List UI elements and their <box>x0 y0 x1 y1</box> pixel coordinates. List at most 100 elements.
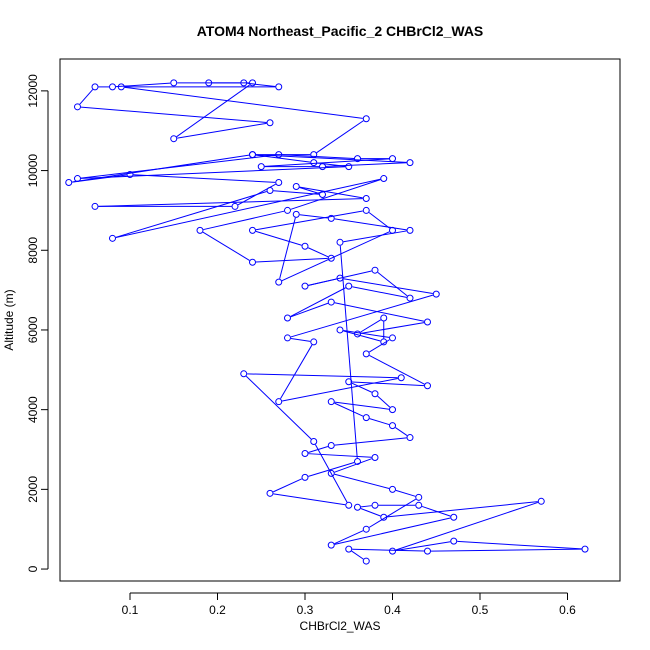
data-point <box>249 258 256 266</box>
x-axis: 0.1 0.2 0.3 0.4 0.5 0.6 <box>122 592 576 617</box>
data-point <box>380 175 388 183</box>
data-point <box>380 513 388 521</box>
data-point <box>415 493 423 501</box>
data-point <box>362 525 370 533</box>
data-point <box>406 294 414 302</box>
data-point <box>389 226 396 234</box>
series-segment <box>395 489 416 497</box>
series-segment <box>98 198 363 207</box>
series-segment <box>343 230 407 243</box>
data-point <box>362 115 370 123</box>
data-point <box>257 163 265 171</box>
data-point <box>389 485 396 493</box>
data-point <box>327 398 335 406</box>
y-tick-label: 2000 <box>26 476 40 503</box>
series-segment <box>352 381 425 387</box>
y-tick-label: 6000 <box>26 316 40 343</box>
x-tick-label: 0.2 <box>209 603 226 617</box>
series-segment <box>264 158 390 167</box>
data-point <box>240 79 248 87</box>
series-segment <box>280 344 313 399</box>
data-point <box>345 282 353 290</box>
data-point <box>266 489 274 497</box>
series-segment <box>314 444 348 503</box>
data-point <box>537 497 545 505</box>
data-point <box>406 434 414 442</box>
series-segment <box>282 377 398 402</box>
series-segment <box>334 401 390 410</box>
data-point <box>362 350 370 358</box>
data-point <box>345 378 353 386</box>
series-segment <box>115 82 171 88</box>
series-segment <box>360 508 381 517</box>
series-segment <box>308 453 372 458</box>
data-point <box>450 513 458 521</box>
data-point <box>275 151 283 159</box>
series-segment <box>176 84 250 138</box>
data-point <box>327 214 335 222</box>
data-point <box>284 206 291 214</box>
data-point <box>397 374 405 382</box>
data-point <box>336 274 344 282</box>
data-point <box>362 194 370 202</box>
series-segment <box>369 355 425 385</box>
series-segment <box>334 437 407 446</box>
series-segment <box>334 517 451 545</box>
data-point <box>424 318 431 326</box>
series-segment <box>368 339 390 353</box>
series-segment <box>352 548 425 552</box>
data-point <box>345 501 353 509</box>
series-segment <box>360 505 372 508</box>
series-segment <box>282 154 355 159</box>
data-point <box>310 159 318 167</box>
x-tick-label: 0.3 <box>297 603 314 617</box>
data-point <box>310 438 318 446</box>
data-point <box>231 202 239 210</box>
data-point <box>91 202 99 210</box>
data-point <box>117 83 125 91</box>
data-point <box>581 545 589 553</box>
series-segment <box>202 231 250 261</box>
series-segment <box>343 330 381 342</box>
data-point <box>389 155 396 163</box>
data-point <box>327 469 335 477</box>
series-segment <box>133 174 276 183</box>
data-point <box>126 171 134 179</box>
series-segment <box>279 217 296 279</box>
data-point <box>109 83 116 91</box>
series-segment <box>343 329 390 338</box>
x-axis-label: CHBrCl2_WAS <box>300 619 381 633</box>
plot-frame <box>59 58 621 582</box>
y-tick-label: 0 <box>26 565 40 572</box>
series-segment <box>352 286 407 298</box>
series-segment <box>299 214 328 219</box>
series-segment <box>115 191 267 238</box>
data-point <box>170 79 178 87</box>
series-segment <box>299 186 363 199</box>
y-axis: 0 2000 4000 6000 8000 10000 12000 <box>26 74 49 572</box>
data-point <box>354 330 361 338</box>
series-segment <box>247 82 276 87</box>
series-segment <box>334 402 364 417</box>
data-point <box>310 151 318 159</box>
data-point <box>371 390 379 398</box>
data-point <box>389 406 396 414</box>
series-segment <box>430 548 582 552</box>
data-point <box>424 382 431 390</box>
data-point <box>284 334 291 342</box>
series-segment <box>334 218 407 231</box>
series-segment <box>281 231 390 282</box>
data-point <box>284 314 291 322</box>
series-segment <box>457 540 582 550</box>
series-segment <box>255 210 363 231</box>
data-point <box>380 314 388 322</box>
series-segment <box>255 257 328 263</box>
data-point <box>249 151 256 159</box>
data-point <box>249 79 256 87</box>
data-point <box>432 290 440 298</box>
data-point <box>327 541 335 549</box>
series-segment <box>308 278 337 286</box>
data-point <box>292 183 300 191</box>
series-segment <box>255 230 302 246</box>
data-point <box>196 226 204 234</box>
